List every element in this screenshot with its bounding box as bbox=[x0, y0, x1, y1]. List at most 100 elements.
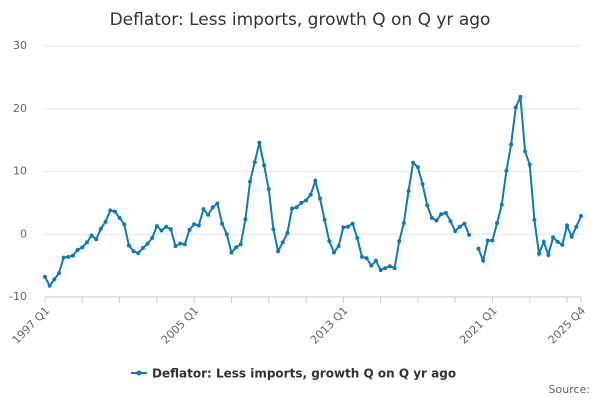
point bbox=[439, 212, 444, 217]
point bbox=[527, 162, 532, 167]
point bbox=[271, 227, 276, 232]
point bbox=[453, 229, 458, 234]
series-line bbox=[477, 96, 582, 264]
point bbox=[383, 266, 388, 271]
point bbox=[187, 227, 192, 232]
point bbox=[513, 105, 518, 110]
point bbox=[415, 165, 420, 170]
point bbox=[75, 247, 80, 252]
point bbox=[392, 266, 397, 271]
point bbox=[546, 252, 551, 257]
point bbox=[215, 201, 220, 206]
point bbox=[280, 240, 285, 245]
point bbox=[168, 227, 173, 232]
point bbox=[467, 232, 472, 237]
point bbox=[523, 149, 528, 154]
point bbox=[341, 225, 346, 230]
y-tick-label: 20 bbox=[13, 102, 27, 115]
point bbox=[345, 224, 350, 229]
point bbox=[313, 178, 318, 183]
point bbox=[434, 218, 439, 223]
source: Source: bbox=[549, 383, 591, 396]
point bbox=[481, 258, 486, 263]
point bbox=[220, 221, 225, 226]
point bbox=[355, 236, 360, 241]
point bbox=[299, 200, 304, 205]
point bbox=[262, 163, 267, 168]
point bbox=[574, 224, 579, 229]
point bbox=[290, 206, 295, 211]
point bbox=[495, 220, 500, 225]
point bbox=[285, 230, 290, 235]
point bbox=[276, 249, 281, 254]
point bbox=[420, 182, 425, 187]
point bbox=[537, 251, 542, 256]
point bbox=[66, 254, 71, 259]
y-tick-label: 10 bbox=[13, 165, 27, 178]
point bbox=[248, 179, 253, 184]
point bbox=[136, 251, 141, 256]
point bbox=[234, 245, 239, 250]
point bbox=[140, 246, 145, 251]
point bbox=[229, 250, 234, 255]
point bbox=[560, 242, 565, 247]
point bbox=[238, 242, 243, 247]
point bbox=[150, 236, 155, 241]
point bbox=[443, 210, 448, 215]
point bbox=[457, 224, 462, 229]
point bbox=[117, 215, 122, 220]
point bbox=[308, 192, 313, 197]
point bbox=[94, 237, 99, 242]
point bbox=[122, 222, 127, 227]
point bbox=[294, 205, 299, 210]
point bbox=[206, 212, 211, 217]
point bbox=[462, 221, 467, 226]
point bbox=[108, 208, 113, 213]
point bbox=[257, 140, 262, 145]
point bbox=[61, 255, 66, 260]
point bbox=[103, 219, 108, 224]
point bbox=[499, 202, 504, 207]
point bbox=[201, 207, 206, 212]
point bbox=[579, 214, 583, 219]
point bbox=[397, 239, 402, 244]
chart-title: Deflator: Less imports, growth Q on Q yr… bbox=[110, 10, 491, 30]
legend-label: Deflator: Less imports, growth Q on Q yr… bbox=[152, 367, 456, 381]
point bbox=[429, 215, 434, 220]
series-line bbox=[44, 142, 471, 288]
point bbox=[485, 238, 490, 243]
point bbox=[425, 203, 430, 208]
point bbox=[89, 233, 94, 238]
point bbox=[56, 271, 61, 276]
point bbox=[159, 228, 164, 233]
point bbox=[387, 264, 392, 269]
x-tick-label: 2013 Q1 bbox=[308, 304, 351, 347]
point bbox=[322, 217, 327, 222]
point bbox=[131, 249, 136, 254]
point bbox=[43, 274, 47, 279]
point bbox=[364, 256, 369, 261]
point bbox=[476, 246, 481, 251]
point bbox=[555, 239, 560, 244]
point bbox=[411, 160, 416, 165]
point bbox=[84, 240, 89, 245]
point bbox=[47, 283, 52, 288]
point bbox=[565, 223, 570, 228]
x-tick-label: 2025 Q4 bbox=[546, 304, 589, 347]
point bbox=[359, 254, 364, 259]
point bbox=[196, 223, 201, 228]
point bbox=[504, 168, 509, 173]
point bbox=[126, 243, 131, 248]
point bbox=[331, 250, 336, 255]
point bbox=[532, 217, 537, 222]
point bbox=[173, 244, 178, 249]
y-tick-label: 30 bbox=[13, 39, 27, 52]
point bbox=[401, 220, 406, 225]
point bbox=[252, 160, 257, 165]
point bbox=[98, 226, 103, 231]
point bbox=[327, 239, 332, 244]
point bbox=[52, 277, 57, 282]
point bbox=[145, 241, 150, 246]
point bbox=[70, 253, 75, 258]
point bbox=[490, 238, 495, 243]
